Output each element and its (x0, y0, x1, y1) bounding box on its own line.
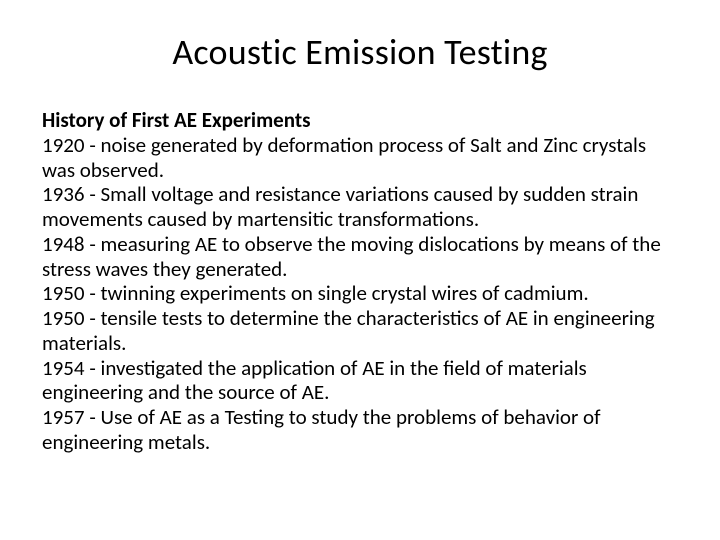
history-entry: 1936 - Small voltage and resistance vari… (42, 182, 678, 232)
slide-body: History of First AE Experiments 1920 - n… (42, 108, 678, 455)
history-entry: 1950 - twinning experiments on single cr… (42, 281, 678, 306)
history-entry: 1957 - Use of AE as a Testing to study t… (42, 405, 678, 455)
slide: Acoustic Emission Testing History of Fir… (0, 0, 720, 540)
history-entry: 1920 - noise generated by deformation pr… (42, 133, 678, 183)
slide-title: Acoustic Emission Testing (42, 30, 678, 74)
history-entry: 1954 - investigated the application of A… (42, 356, 678, 406)
history-subheading: History of First AE Experiments (42, 108, 678, 133)
history-entry: 1950 - tensile tests to determine the ch… (42, 306, 678, 356)
history-entry: 1948 - measuring AE to observe the movin… (42, 232, 678, 282)
